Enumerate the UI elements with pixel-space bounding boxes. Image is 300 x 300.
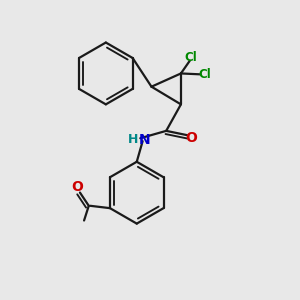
Text: Cl: Cl (185, 51, 198, 64)
Text: Cl: Cl (198, 68, 211, 81)
Text: O: O (71, 180, 83, 194)
Text: H: H (128, 133, 138, 146)
Text: N: N (138, 133, 150, 147)
Text: O: O (185, 131, 197, 145)
